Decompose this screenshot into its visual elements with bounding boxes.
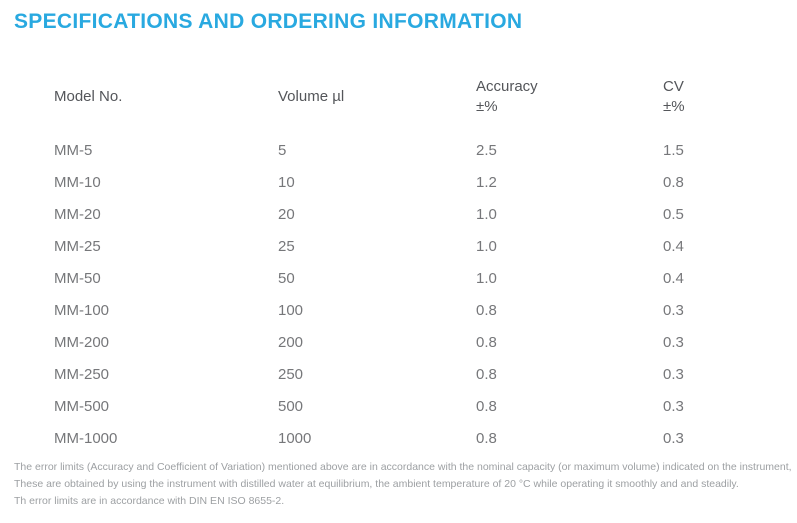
- cell-accuracy: 0.8: [476, 430, 497, 447]
- column-header-accuracy: Accuracy ±%: [476, 76, 663, 118]
- table-row: MM-50 50 1.0 0.4: [54, 263, 778, 295]
- cell-volume: 25: [278, 238, 295, 255]
- cell-volume: 250: [278, 366, 304, 383]
- cell-cv: 0.3: [663, 334, 684, 351]
- cell-cv: 0.5: [663, 206, 684, 223]
- cell-model: MM-50: [54, 270, 101, 287]
- cell-volume: 200: [278, 334, 304, 351]
- column-header-sub: ±%: [476, 98, 498, 115]
- column-header-label: Volume µl: [278, 88, 345, 105]
- cell-accuracy: 1.0: [476, 206, 497, 223]
- cell-volume: 1000: [278, 430, 312, 447]
- footnote-line: These are obtained by using the instrume…: [14, 478, 739, 490]
- cell-model: MM-250: [54, 366, 110, 383]
- cell-cv: 0.8: [663, 174, 684, 191]
- cell-model: MM-10: [54, 174, 101, 191]
- page-title: SPECIFICATIONS AND ORDERING INFORMATION: [14, 10, 523, 33]
- table-row: MM-5 5 2.5 1.5: [54, 135, 778, 167]
- table-header-row: Model No. Volume µl Accuracy ±% CV ±%: [54, 76, 778, 118]
- cell-accuracy: 1.2: [476, 174, 497, 191]
- cell-accuracy: 0.8: [476, 334, 497, 351]
- column-header-label: Accuracy: [476, 78, 538, 95]
- cell-volume: 100: [278, 302, 304, 319]
- table-row: MM-100 100 0.8 0.3: [54, 295, 778, 327]
- cell-volume: 500: [278, 398, 304, 415]
- cell-cv: 1.5: [663, 142, 684, 159]
- cell-cv: 0.3: [663, 366, 684, 383]
- column-header-model: Model No.: [54, 76, 278, 118]
- table-row: MM-200 200 0.8 0.3: [54, 327, 778, 359]
- table-row: MM-20 20 1.0 0.5: [54, 199, 778, 231]
- cell-volume: 20: [278, 206, 295, 223]
- column-header-label: Model No.: [54, 88, 123, 105]
- table-row: MM-250 250 0.8 0.3: [54, 359, 778, 391]
- cell-cv: 0.4: [663, 270, 684, 287]
- table-row: MM-1000 1000 0.8 0.3: [54, 423, 778, 455]
- table-row: MM-10 10 1.2 0.8: [54, 167, 778, 199]
- cell-accuracy: 0.8: [476, 302, 497, 319]
- cell-cv: 0.3: [663, 430, 684, 447]
- specifications-table: Model No. Volume µl Accuracy ±% CV ±% MM…: [54, 76, 778, 455]
- cell-cv: 0.3: [663, 398, 684, 415]
- cell-cv: 0.3: [663, 302, 684, 319]
- footnote-line: The error limits (Accuracy and Coefficie…: [14, 461, 792, 473]
- cell-model: MM-500: [54, 398, 110, 415]
- cell-accuracy: 0.8: [476, 366, 497, 383]
- table-row: MM-500 500 0.8 0.3: [54, 391, 778, 423]
- cell-accuracy: 1.0: [476, 270, 497, 287]
- cell-accuracy: 0.8: [476, 398, 497, 415]
- footnotes: The error limits (Accuracy and Coefficie…: [14, 459, 792, 510]
- column-header-label: CV: [663, 78, 684, 95]
- cell-cv: 0.4: [663, 238, 684, 255]
- cell-volume: 5: [278, 142, 287, 159]
- table-row: MM-25 25 1.0 0.4: [54, 231, 778, 263]
- cell-volume: 50: [278, 270, 295, 287]
- cell-model: MM-25: [54, 238, 101, 255]
- column-header-volume: Volume µl: [278, 76, 476, 118]
- column-header-cv: CV ±%: [663, 76, 778, 118]
- cell-accuracy: 1.0: [476, 238, 497, 255]
- cell-model: MM-200: [54, 334, 110, 351]
- cell-model: MM-100: [54, 302, 110, 319]
- cell-model: MM-20: [54, 206, 101, 223]
- cell-accuracy: 2.5: [476, 142, 497, 159]
- column-header-sub: ±%: [663, 98, 685, 115]
- cell-model: MM-5: [54, 142, 93, 159]
- cell-model: MM-1000: [54, 430, 118, 447]
- footnote-line: Th error limits are in accordance with D…: [14, 495, 285, 507]
- cell-volume: 10: [278, 174, 295, 191]
